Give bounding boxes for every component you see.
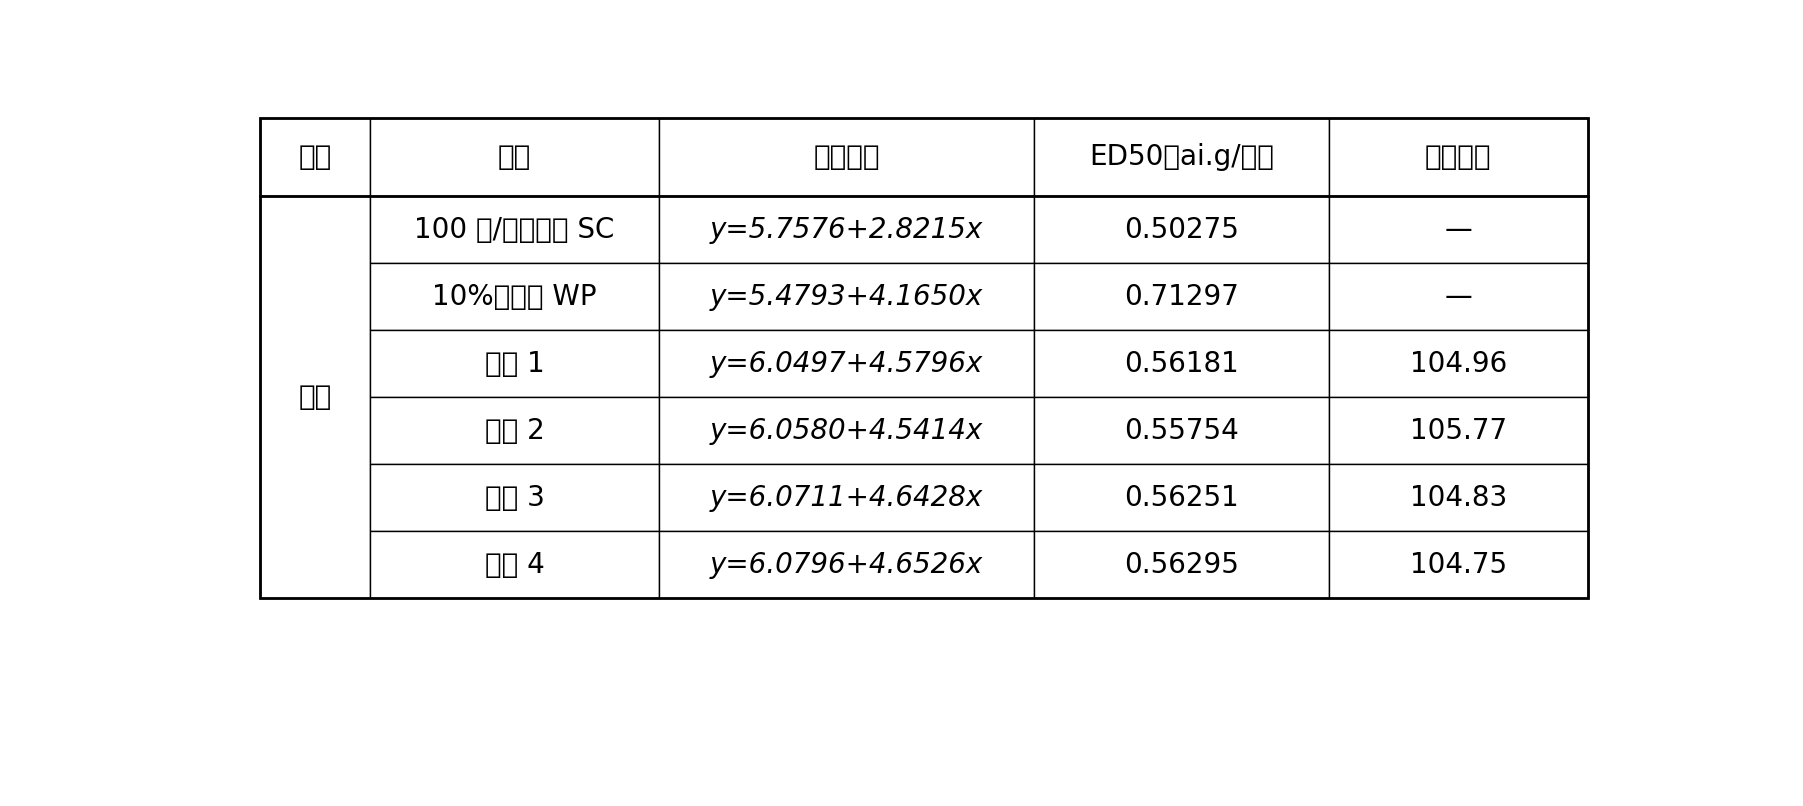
- Text: ED50（ai.g/亩）: ED50（ai.g/亩）: [1089, 143, 1275, 171]
- Text: 回归直线: 回归直线: [813, 143, 880, 171]
- Text: 杂草: 杂草: [299, 143, 332, 171]
- Bar: [1035, 263, 1329, 330]
- Text: 0.55754: 0.55754: [1125, 417, 1239, 445]
- Bar: [260, 118, 1588, 598]
- Bar: [658, 464, 1035, 531]
- Bar: [370, 263, 658, 330]
- Bar: [370, 196, 658, 263]
- Text: —: —: [1444, 283, 1473, 310]
- Bar: [1035, 196, 1329, 263]
- Text: 104.83: 104.83: [1410, 484, 1507, 512]
- Bar: [658, 196, 1035, 263]
- Bar: [1035, 397, 1329, 464]
- Bar: [658, 531, 1035, 598]
- Bar: [1035, 531, 1329, 598]
- Text: y=6.0711+4.6428x: y=6.0711+4.6428x: [710, 484, 983, 512]
- Text: y=5.7576+2.8215x: y=5.7576+2.8215x: [710, 215, 983, 243]
- Text: 0.56251: 0.56251: [1125, 484, 1239, 512]
- Bar: [658, 263, 1035, 330]
- Bar: [1329, 464, 1588, 531]
- Text: 0.56181: 0.56181: [1125, 350, 1239, 377]
- Bar: [370, 330, 658, 397]
- Text: —: —: [1444, 215, 1473, 243]
- Text: 药剂: 药剂: [498, 143, 532, 171]
- Text: 实例 3: 实例 3: [485, 484, 545, 512]
- Text: 100 克/升双草醚 SC: 100 克/升双草醚 SC: [415, 215, 615, 243]
- Bar: [1329, 196, 1588, 263]
- Bar: [1329, 263, 1588, 330]
- Text: 实例 4: 实例 4: [485, 550, 545, 579]
- Bar: [370, 118, 658, 196]
- Bar: [1329, 397, 1588, 464]
- Bar: [1329, 330, 1588, 397]
- Text: 实例 2: 实例 2: [485, 417, 545, 445]
- Bar: [1329, 118, 1588, 196]
- Text: 共毒系数: 共毒系数: [1424, 143, 1491, 171]
- Text: y=6.0796+4.6526x: y=6.0796+4.6526x: [710, 550, 983, 579]
- Bar: [1035, 330, 1329, 397]
- Text: 稗草: 稗草: [299, 383, 332, 411]
- Text: 0.71297: 0.71297: [1123, 283, 1239, 310]
- Text: 10%嘧草醚 WP: 10%嘧草醚 WP: [433, 283, 597, 310]
- Text: y=5.4793+4.1650x: y=5.4793+4.1650x: [710, 283, 983, 310]
- Text: 105.77: 105.77: [1410, 417, 1507, 445]
- Text: y=6.0580+4.5414x: y=6.0580+4.5414x: [710, 417, 983, 445]
- Bar: [1329, 531, 1588, 598]
- Bar: [370, 397, 658, 464]
- Bar: [1035, 464, 1329, 531]
- Bar: [260, 196, 370, 598]
- Bar: [260, 118, 370, 196]
- Text: y=6.0497+4.5796x: y=6.0497+4.5796x: [710, 350, 983, 377]
- Text: 0.50275: 0.50275: [1123, 215, 1239, 243]
- Text: 104.75: 104.75: [1410, 550, 1507, 579]
- Bar: [1035, 118, 1329, 196]
- Bar: [370, 464, 658, 531]
- Bar: [658, 330, 1035, 397]
- Text: 0.56295: 0.56295: [1123, 550, 1239, 579]
- Text: 实例 1: 实例 1: [485, 350, 545, 377]
- Text: 104.96: 104.96: [1410, 350, 1507, 377]
- Bar: [370, 531, 658, 598]
- Bar: [658, 118, 1035, 196]
- Bar: [658, 397, 1035, 464]
